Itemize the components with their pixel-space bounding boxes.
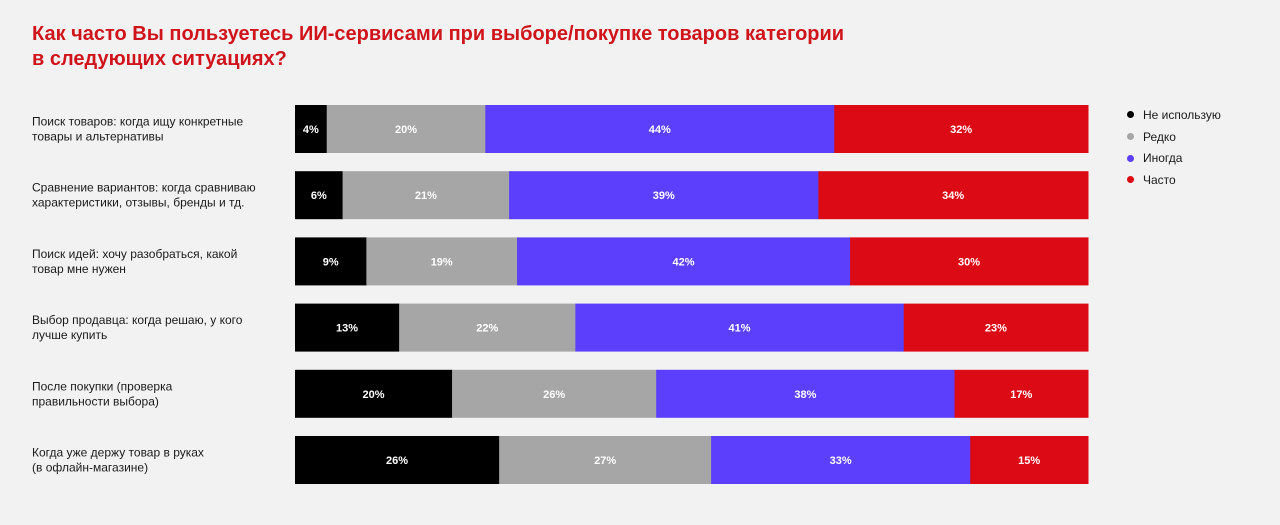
data-label: 32% <box>950 124 972 136</box>
legend-label: Не использую <box>1143 107 1221 122</box>
category-label-line: товар мне нужен <box>32 262 126 276</box>
data-label: 9% <box>323 256 339 268</box>
category-label: После покупки (проверка правильности выбо… <box>32 379 173 408</box>
bar-segment <box>903 303 1089 352</box>
data-label: 15% <box>1018 455 1040 467</box>
category-label-line: После покупки (проверка <box>32 379 173 393</box>
bar-segment <box>575 303 905 352</box>
bar-segment <box>954 369 1089 418</box>
data-label: 17% <box>1010 389 1032 401</box>
data-label: 38% <box>794 389 816 401</box>
data-label: 30% <box>958 256 980 268</box>
data-label: 23% <box>985 323 1007 335</box>
category-label-line: характеристики, отзывы, бренды и тд. <box>32 196 244 210</box>
bar-segment <box>295 105 328 153</box>
category-label-line: лучше купить <box>32 328 107 342</box>
bar-segment <box>452 369 657 418</box>
bar-segment <box>818 171 1089 220</box>
chart-title-line-2: в следующих ситуациях? <box>32 48 287 70</box>
category-label-line: Когда уже держу товар в руках <box>32 446 204 460</box>
data-label: 44% <box>649 124 671 136</box>
bar-segment <box>366 237 518 286</box>
legend-item: Часто <box>1127 169 1221 191</box>
data-label: 13% <box>336 323 358 335</box>
bar-segment <box>656 369 956 418</box>
bar-segment <box>295 171 344 220</box>
data-label: 26% <box>386 455 408 467</box>
bar-segment <box>517 237 851 286</box>
bar-segment <box>342 171 510 220</box>
category-label-line: Выбор продавца: когда решаю, у кого <box>32 313 243 327</box>
bar-segment <box>834 105 1089 153</box>
legend-item: Иногда <box>1127 147 1221 169</box>
bar-segment <box>295 369 453 418</box>
data-label: 20% <box>395 124 417 136</box>
bar-segment <box>850 237 1089 286</box>
bar-segment <box>295 436 500 484</box>
data-label: 33% <box>830 455 852 467</box>
legend-label: Редко <box>1143 129 1176 144</box>
category-label-line: Сравнение вариантов: когда сравниваю <box>32 181 256 195</box>
bar-segment <box>295 303 400 352</box>
category-label-line: правильности выбора) <box>32 394 159 408</box>
data-label: 22% <box>476 323 498 335</box>
category-label-line: Поиск товаров: когда ищу конкретные <box>32 115 244 129</box>
legend-label: Иногда <box>1143 151 1183 166</box>
data-label: 21% <box>415 190 437 202</box>
chart-legend: Не использую Редко Иногда Часто <box>1127 104 1221 191</box>
category-label: Поиск товаров: когда ищу конкретные товар… <box>32 115 244 144</box>
bar-segment <box>509 171 819 220</box>
legend-label: Часто <box>1143 172 1176 187</box>
data-label: 39% <box>653 190 675 202</box>
category-label-line: Поиск идей: хочу разобраться, какой <box>32 247 237 261</box>
bar-segment <box>485 105 835 153</box>
legend-dot-icon <box>1127 133 1134 141</box>
category-label: Поиск идей: хочу разобраться, какой товар… <box>32 247 237 276</box>
bar-segment <box>295 237 367 286</box>
data-label: 6% <box>311 190 327 202</box>
data-label: 20% <box>362 389 384 401</box>
category-label-line: товары и альтернативы <box>32 130 164 144</box>
category-label-line: (в офлайн-магазине) <box>32 461 148 475</box>
legend-dot-icon <box>1127 154 1134 162</box>
data-label: 19% <box>431 256 453 268</box>
bar-segment <box>399 303 576 352</box>
chart-title: Как часто Вы пользуетесь ИИ-сервисами пр… <box>32 22 932 72</box>
chart-title-line-1: Как часто Вы пользуетесь ИИ-сервисами пр… <box>32 23 845 45</box>
bar-segment <box>970 436 1089 484</box>
bar-segment <box>326 105 486 153</box>
legend-dot-icon <box>1127 111 1134 119</box>
data-label: 34% <box>942 190 964 202</box>
legend-item: Редко <box>1127 126 1221 148</box>
bar-segment <box>499 436 712 484</box>
data-label: 41% <box>729 323 751 335</box>
data-label: 42% <box>673 256 695 268</box>
legend-dot-icon <box>1127 176 1134 184</box>
data-label: 4% <box>303 124 319 136</box>
data-label: 27% <box>594 455 616 467</box>
category-label: Сравнение вариантов: когда сравниваю хара… <box>32 181 256 210</box>
legend-item: Не использую <box>1127 104 1221 126</box>
data-label: 26% <box>543 389 565 401</box>
bar-segment <box>711 436 971 484</box>
category-label: Когда уже держу товар в руках (в офлайн-м… <box>32 446 204 475</box>
category-label: Выбор продавца: когда решаю, у кого лучше… <box>32 313 243 342</box>
